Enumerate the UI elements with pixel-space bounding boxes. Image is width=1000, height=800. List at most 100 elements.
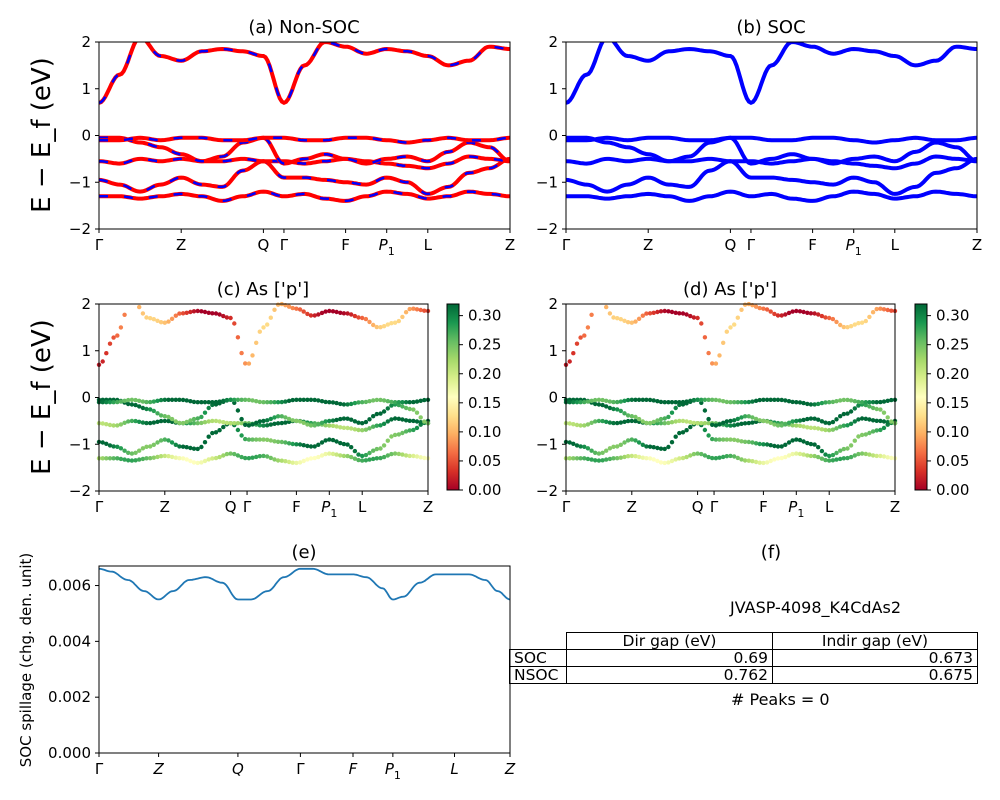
projection-point [669,458,675,464]
projection-point [695,315,700,321]
projection-point [779,455,784,461]
projection-point [261,453,266,459]
projection-point [856,321,861,326]
projection-point [735,315,740,320]
projection-point [812,416,817,421]
projection-point [574,443,580,448]
projection-point [739,457,744,462]
projection-point [228,397,233,402]
projection-point [848,454,854,460]
x-tick-label: P1 [321,498,337,520]
projection-point [334,417,339,423]
projection-point [115,333,120,338]
projection-point [411,407,416,412]
projection-point [422,397,427,403]
projection-point [202,458,208,464]
projection-point [246,437,252,442]
projection-point [155,454,160,460]
projection-point [319,453,325,458]
projection-point [100,440,105,445]
projection-point [257,419,262,424]
projection-point [666,420,671,426]
projection-point [158,413,164,418]
projection-point [265,418,270,423]
projection-point [151,420,156,425]
projection-point [830,316,836,322]
projection-point [582,456,587,461]
projection-point [753,304,759,309]
projection-point [188,309,193,315]
projection-point [356,315,361,320]
projection-point [166,414,171,420]
projection-point [852,438,857,443]
projection-point [396,432,401,437]
projection-point [261,437,266,442]
projection-point [133,458,138,463]
projection-point [585,422,591,427]
projection-point [596,451,602,456]
projection-point [374,397,379,403]
soc-band-line [566,156,977,196]
projection-point [721,340,726,345]
y-tick-label: 0.002 [48,688,91,706]
projection-point [848,443,854,448]
soc-band-line [99,136,510,165]
x-tick-label: P1 [379,236,395,258]
projection-point [115,444,120,449]
projection-point [389,399,394,405]
projection-point [717,437,722,442]
projection-point [378,411,383,416]
projection-point [666,400,671,405]
projection-point [224,315,230,320]
projection-point [790,423,795,428]
projection-point [371,398,376,403]
projection-point [629,320,634,325]
colorbar-tick-label: 0.00 [936,481,969,499]
projection-point [669,440,675,445]
projection-point [349,445,354,450]
projection-point [874,453,879,459]
projection-point [827,453,832,459]
projection-point [257,423,262,428]
projection-point [863,318,868,324]
projection-point [794,308,799,314]
projection-point [323,423,328,428]
projection-point [797,423,803,428]
colorbar-tick-label: 0.10 [936,423,969,441]
projection-point [272,415,277,420]
projection-point [385,419,390,424]
projection-point [265,454,270,459]
indir-gap-header: Indir gap (eV) [772,632,978,650]
projection-point [184,445,189,450]
projection-point [301,458,306,464]
projection-point [819,427,825,432]
panel-c-title: (c) As ['p'] [217,279,309,300]
projection-point [640,419,645,424]
projection-point [717,353,722,358]
projection-point [710,436,715,442]
projection-point [874,406,879,412]
projection-point [268,416,273,422]
x-tick-label: F [341,236,350,254]
projection-point [596,397,602,402]
projection-point [702,453,708,458]
projection-point [305,397,310,402]
projection-point [600,450,605,455]
projection-point [195,400,200,405]
projection-point [881,454,887,459]
projection-point [669,410,675,415]
projection-point [308,444,314,449]
x-tick-label: Z [423,498,433,516]
projection-point [122,312,127,317]
projection-point [261,423,266,428]
projection-point [816,401,821,407]
projection-point [856,403,861,408]
projection-point [848,409,854,414]
projection-point [341,416,347,421]
projection-point [213,399,219,405]
projection-point [166,319,171,324]
projection-point [735,455,740,461]
projection-point [669,420,675,425]
projection-point [254,420,259,425]
projection-point [272,400,277,405]
